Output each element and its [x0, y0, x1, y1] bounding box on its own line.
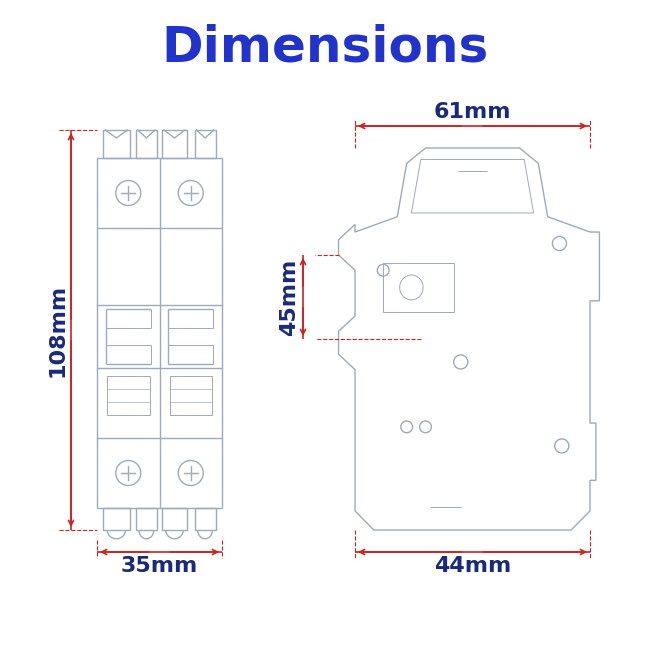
Text: 45mm: 45mm [279, 258, 299, 335]
Bar [384, 263, 454, 312]
Bar [97, 158, 222, 508]
Text: 108mm: 108mm [47, 283, 67, 376]
Bar [136, 508, 157, 530]
Bar [162, 130, 187, 158]
Text: 44mm: 44mm [434, 556, 511, 576]
Bar [162, 508, 187, 530]
Bar [194, 130, 216, 158]
Bar [103, 130, 129, 158]
Bar [194, 508, 216, 530]
Bar [170, 376, 212, 415]
Bar [107, 376, 150, 415]
Bar [136, 130, 157, 158]
Text: Dimensions: Dimensions [161, 24, 489, 72]
Text: 35mm: 35mm [121, 556, 198, 576]
Text: 61mm: 61mm [434, 102, 512, 122]
Bar [103, 508, 129, 530]
